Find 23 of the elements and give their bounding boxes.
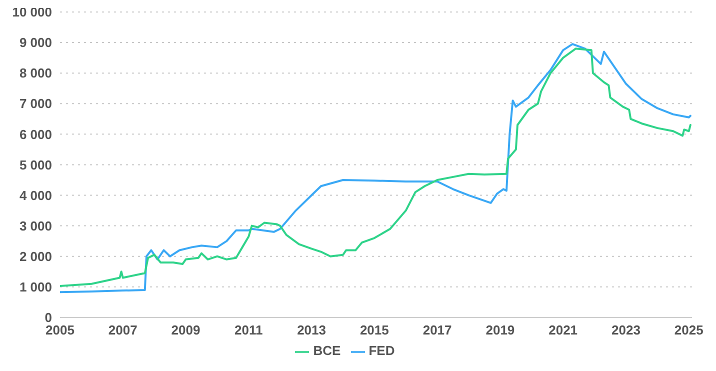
x-tick-label: 2009 <box>171 322 200 338</box>
x-tick-label: 2025 <box>674 322 704 338</box>
legend-label: FED <box>368 343 395 358</box>
x-tick-label: 2013 <box>297 322 326 338</box>
y-tick-label: 0 <box>44 310 52 326</box>
y-tick-label: 1 000 <box>19 280 52 295</box>
y-tick-label: 9 000 <box>19 35 52 50</box>
x-tick-label: 2015 <box>360 322 389 338</box>
x-tick-label: 2011 <box>234 322 263 338</box>
y-tick-label: 2 000 <box>19 248 52 264</box>
x-tick-label: 2007 <box>108 322 138 338</box>
y-tick-label: 4 000 <box>19 188 52 203</box>
x-tick-label: 2017 <box>422 322 452 338</box>
y-tick-label: 8 000 <box>19 66 52 81</box>
y-tick-label: 6 000 <box>19 126 52 142</box>
y-tick-label: 3 000 <box>19 218 52 234</box>
x-tick-label: 2023 <box>612 322 640 338</box>
x-tick-label: 2005 <box>46 322 74 338</box>
legend-label: BCE <box>313 343 341 358</box>
y-tick-label: 7 000 <box>19 96 52 112</box>
y-tick-label: 5 000 <box>19 157 52 172</box>
x-tick-label: 2019 <box>486 322 515 338</box>
x-tick-label: 2021 <box>548 322 578 338</box>
